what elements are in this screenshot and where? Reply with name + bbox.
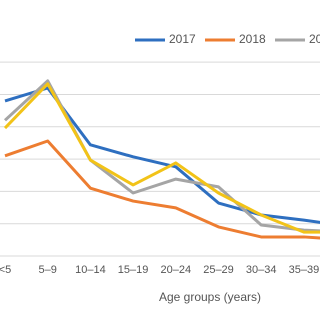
series-line xyxy=(3,79,320,233)
x-tick-label: 5–9 xyxy=(39,264,57,276)
x-tick-label: 25–29 xyxy=(203,264,234,276)
x-tick-label: 20–24 xyxy=(161,264,192,276)
x-tick-label: 30–34 xyxy=(246,264,277,276)
x-tick-label: 35–39 xyxy=(289,264,320,276)
x-tick-label: <5 xyxy=(0,264,11,276)
legend-label: 2018 xyxy=(239,32,266,46)
series-line xyxy=(4,139,320,240)
x-tick-label: 10–14 xyxy=(75,264,106,276)
series-line xyxy=(3,82,320,234)
legend-label: 2017 xyxy=(169,32,196,46)
x-axis-title: Age groups (years) xyxy=(159,290,261,304)
x-tick-label: 15–19 xyxy=(118,264,149,276)
legend-label: 20 xyxy=(309,32,320,46)
